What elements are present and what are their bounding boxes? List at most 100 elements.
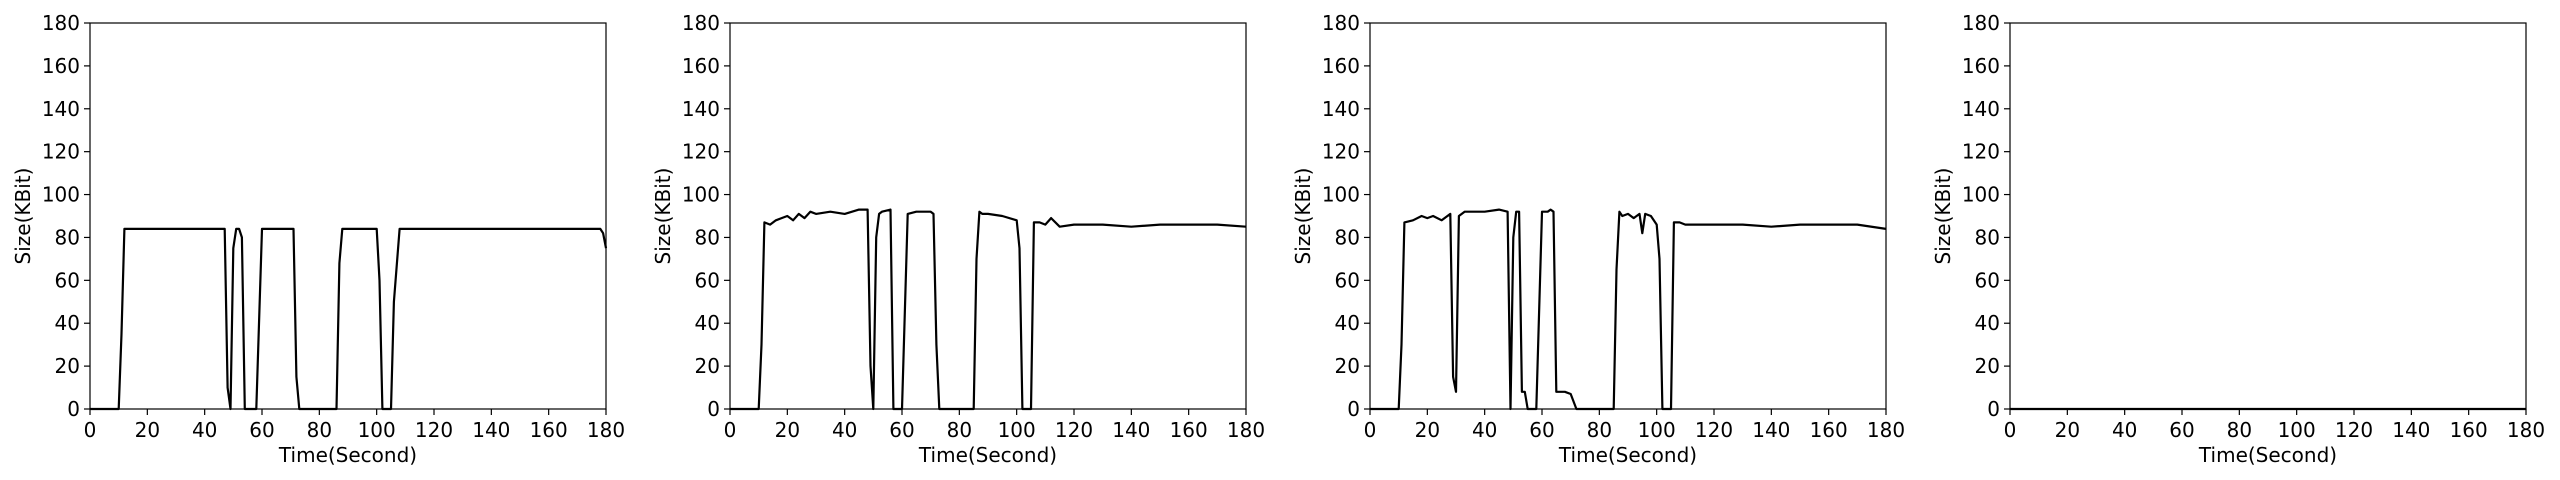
chart-3: 0 20 40 60 80 100 120 140 160 180 0 20 40 60 80 100 120 1… — [1291, 11, 1905, 467]
chart-4-plot-frame — [2009, 22, 2527, 410]
chart-1-xtick-label: 140 — [472, 418, 510, 442]
chart-2-ytick-label: 20 — [695, 354, 720, 378]
chart-1-ytick-label: 0 — [67, 397, 80, 421]
chart-2-xtick-label: 100 — [998, 418, 1036, 442]
chart-1-ytick-label: 140 — [42, 97, 80, 121]
chart-4-ytick-label: 20 — [1975, 354, 2000, 378]
chart-2-ytick-label: 120 — [682, 140, 720, 164]
chart-3-xtick-label: 160 — [1810, 418, 1848, 442]
chart-2-ytick-label: 60 — [695, 268, 720, 292]
chart-1-xtick-label: 60 — [249, 418, 274, 442]
chart-2-xtick-label: 60 — [889, 418, 914, 442]
chart-2-xtick-label: 80 — [947, 418, 972, 442]
chart-3-ytick-label: 100 — [1322, 183, 1360, 207]
chart-4-ytick-label: 40 — [1975, 311, 2000, 335]
chart-1-ytick-label: 20 — [55, 354, 80, 378]
chart-4-xtick-label: 80 — [2227, 418, 2252, 442]
chart-3-xtick-label: 40 — [1472, 418, 1497, 442]
chart-3-xtick-label: 120 — [1695, 418, 1733, 442]
chart-1-ytick-label: 40 — [55, 311, 80, 335]
chart-3-ytick-label: 80 — [1335, 225, 1360, 249]
chart-1-ytick-label: 80 — [55, 225, 80, 249]
chart-2-xtick-label: 40 — [832, 418, 857, 442]
chart-4-ytick-label: 0 — [1987, 397, 2000, 421]
chart-2-xtick-label: 180 — [1227, 418, 1265, 442]
chart-1-ytick-label: 180 — [42, 11, 80, 35]
chart-4-ytick-label: 140 — [1962, 97, 2000, 121]
chart-1-xtick-label: 20 — [135, 418, 160, 442]
chart-3-ytick-label: 120 — [1322, 140, 1360, 164]
chart-3-xtick-label: 60 — [1529, 418, 1554, 442]
chart-1-ytick-label: 100 — [42, 183, 80, 207]
chart-4-xtick-label: 0 — [2004, 418, 2017, 442]
chart-4-ytick-label: 180 — [1962, 11, 2000, 35]
chart-3-xtick-label: 80 — [1587, 418, 1612, 442]
chart-3-ytick-label: 180 — [1322, 11, 1360, 35]
chart-3-ytick-label: 160 — [1322, 54, 1360, 78]
chart-1-xtick-label: 160 — [530, 418, 568, 442]
chart-2-y-axis-title: Size(KBit) — [651, 168, 675, 265]
chart-2-xtick-label: 20 — [775, 418, 800, 442]
chart-3-xtick-label: 180 — [1867, 418, 1905, 442]
chart-4-y-axis-title: Size(KBit) — [1931, 168, 1955, 265]
chart-1-xtick-label: 80 — [307, 418, 332, 442]
chart-3-xtick-label: 140 — [1752, 418, 1790, 442]
chart-3-series-line-1 — [1370, 208, 1887, 411]
chart-4: 0 20 40 60 80 100 120 140 160 180 0 20 40 60 80 100 120 1… — [1931, 11, 2545, 467]
chart-1-xtick-label: 180 — [587, 418, 625, 442]
chart-1-xtick-label: 40 — [192, 418, 217, 442]
chart-4-ytick-label: 100 — [1962, 183, 2000, 207]
chart-2-plot-frame — [729, 22, 1247, 410]
chart-3-ytick-label: 0 — [1347, 397, 1360, 421]
chart-3-y-axis-title: Size(KBit) — [1291, 168, 1315, 265]
chart-4-xtick-label: 20 — [2055, 418, 2080, 442]
chart-2-ytick-label: 80 — [695, 225, 720, 249]
chart-3-ytick-label: 20 — [1335, 354, 1360, 378]
chart-1-ytick-label: 160 — [42, 54, 80, 78]
chart-3-x-axis-title: Time(Second) — [1558, 443, 1697, 467]
chart-2-ytick-label: 40 — [695, 311, 720, 335]
chart-1: 0 20 40 60 80 100 120 140 160 180 0 20 40 60 80 100 120 1… — [11, 11, 625, 467]
chart-4-ytick-label: 60 — [1975, 268, 2000, 292]
chart-4-xtick-label: 160 — [2450, 418, 2488, 442]
chart-2-ytick-label: 0 — [707, 397, 720, 421]
chart-2: 0 20 40 60 80 100 120 140 160 180 0 20 40 60 80 100 120 1… — [651, 11, 1265, 467]
chart-2-ytick-label: 100 — [682, 183, 720, 207]
chart-4-xtick-label: 100 — [2278, 418, 2316, 442]
chart-1-y-axis-title: Size(KBit) — [11, 168, 35, 265]
chart-3-xtick-label: 20 — [1415, 418, 1440, 442]
chart-4-xtick-label: 40 — [2112, 418, 2137, 442]
chart-2-xtick-label: 0 — [724, 418, 737, 442]
chart-1-xtick-label: 100 — [358, 418, 396, 442]
chart-4-ytick-label: 160 — [1962, 54, 2000, 78]
chart-2-x-axis-title: Time(Second) — [918, 443, 1057, 467]
chart-3-xtick-label: 0 — [1364, 418, 1377, 442]
chart-4-xtick-label: 180 — [2507, 418, 2545, 442]
chart-4-xtick-label: 60 — [2169, 418, 2194, 442]
chart-1-ytick-label: 120 — [42, 140, 80, 164]
chart-1-ytick-label: 60 — [55, 268, 80, 292]
chart-2-xtick-label: 160 — [1170, 418, 1208, 442]
chart-1-series-line-1 — [90, 227, 608, 411]
chart-3-xtick-label: 100 — [1638, 418, 1676, 442]
chart-1-x-axis-title: Time(Second) — [278, 443, 417, 467]
chart-1-plot-frame — [89, 22, 607, 410]
chart-2-ytick-label: 140 — [682, 97, 720, 121]
chart-3-ytick-label: 140 — [1322, 97, 1360, 121]
chart-3-ytick-label: 60 — [1335, 268, 1360, 292]
chart-2-xtick-label: 140 — [1112, 418, 1150, 442]
chart-4-xtick-label: 120 — [2335, 418, 2373, 442]
chart-2-ytick-label: 180 — [682, 11, 720, 35]
chart-2-xtick-label: 120 — [1055, 418, 1093, 442]
chart-3-plot-frame — [1369, 22, 1887, 410]
chart-2-ytick-label: 160 — [682, 54, 720, 78]
chart-1-xtick-label: 0 — [84, 418, 97, 442]
chart-4-xtick-label: 140 — [2392, 418, 2430, 442]
chart-3-ytick-label: 40 — [1335, 311, 1360, 335]
chart-4-x-axis-title: Time(Second) — [2198, 443, 2337, 467]
chart-2-series-line-1 — [730, 208, 1247, 411]
chart-1-xtick-label: 120 — [415, 418, 453, 442]
chart-4-ytick-label: 80 — [1975, 225, 2000, 249]
chart-4-ytick-label: 120 — [1962, 140, 2000, 164]
